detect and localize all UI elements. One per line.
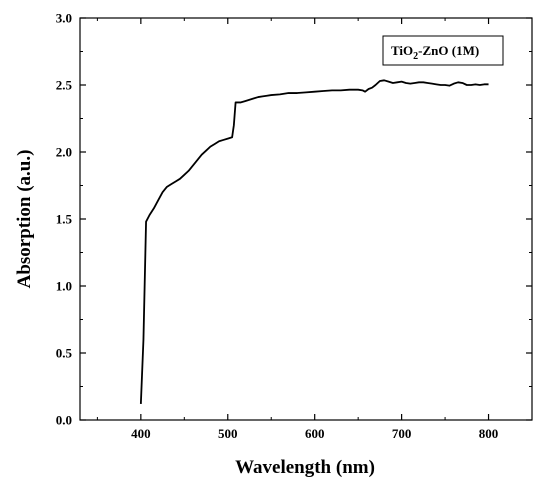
- x-tick-label: 500: [218, 426, 238, 441]
- y-axis-title: Absorption (a.u.): [14, 150, 35, 289]
- y-tick-label: 0.0: [56, 413, 72, 428]
- plot-layer: [79, 17, 533, 421]
- y-tick-label: 3.0: [56, 11, 72, 26]
- x-tick-label: 700: [392, 426, 412, 441]
- legend-entry-subscript: 2: [413, 51, 418, 62]
- series-line: [139, 79, 489, 404]
- legend: TiO2-ZnO (1M): [382, 35, 504, 66]
- y-tick-label: 1.5: [56, 212, 73, 227]
- x-tick-label: 400: [131, 426, 151, 441]
- x-tick-label: 600: [305, 426, 325, 441]
- legend-entry-rest: -ZnO (1M): [418, 43, 479, 58]
- legend-box: [382, 35, 504, 66]
- legend-entry-main: TiO: [391, 43, 413, 58]
- y-tick-label: 0.5: [56, 346, 73, 361]
- ticks-layer: 400 500 600 700 800 0.0 0.5 1.0 1.5 2.0 2.5 3.0: [56, 11, 533, 441]
- legend-entry: TiO2-ZnO (1M): [391, 43, 479, 62]
- y-tick-label: 2.5: [56, 78, 73, 93]
- x-tick-label: 800: [479, 426, 499, 441]
- x-axis-title: Wavelength (nm): [235, 457, 375, 478]
- y-tick-label: 1.0: [56, 279, 72, 294]
- y-tick-label: 2.0: [56, 145, 72, 160]
